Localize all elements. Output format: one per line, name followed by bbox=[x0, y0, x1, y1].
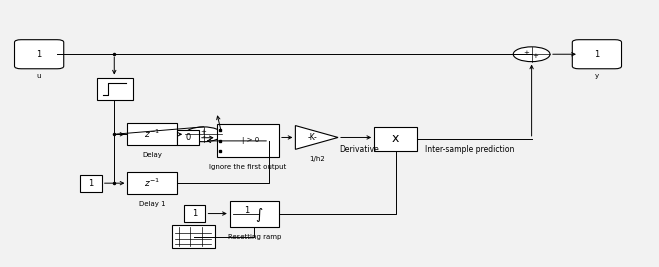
Text: 1: 1 bbox=[192, 209, 197, 218]
Text: +: + bbox=[200, 129, 206, 135]
FancyBboxPatch shape bbox=[217, 124, 279, 157]
Text: Delay 1: Delay 1 bbox=[138, 201, 165, 207]
FancyBboxPatch shape bbox=[230, 201, 279, 227]
Text: Ignore the first output: Ignore the first output bbox=[209, 164, 287, 170]
FancyBboxPatch shape bbox=[172, 225, 215, 248]
Text: $z^{-1}$: $z^{-1}$ bbox=[144, 177, 160, 189]
FancyBboxPatch shape bbox=[572, 40, 621, 69]
Text: 1/h2: 1/h2 bbox=[309, 156, 325, 162]
FancyBboxPatch shape bbox=[374, 127, 416, 151]
FancyBboxPatch shape bbox=[127, 123, 177, 146]
FancyBboxPatch shape bbox=[80, 175, 101, 193]
Text: -: - bbox=[202, 134, 205, 140]
Text: u: u bbox=[37, 73, 42, 79]
Text: y: y bbox=[595, 73, 599, 79]
FancyBboxPatch shape bbox=[96, 78, 132, 100]
Text: Derivative: Derivative bbox=[339, 145, 379, 154]
Text: Inter-sample prediction: Inter-sample prediction bbox=[424, 145, 514, 154]
Circle shape bbox=[185, 127, 222, 142]
Text: Delay: Delay bbox=[142, 152, 162, 158]
Circle shape bbox=[513, 47, 550, 62]
FancyBboxPatch shape bbox=[14, 40, 64, 69]
Text: 1: 1 bbox=[244, 206, 250, 215]
Text: 1: 1 bbox=[594, 50, 600, 59]
Text: x: x bbox=[391, 132, 399, 145]
Text: | > 0: | > 0 bbox=[243, 137, 260, 144]
Text: 1: 1 bbox=[88, 179, 94, 188]
Text: Resetting ramp: Resetting ramp bbox=[227, 234, 281, 240]
Text: +: + bbox=[523, 50, 529, 56]
Text: 0: 0 bbox=[185, 133, 190, 142]
Text: -K-: -K- bbox=[308, 133, 318, 142]
FancyBboxPatch shape bbox=[127, 172, 177, 194]
Text: 1: 1 bbox=[36, 50, 42, 59]
Text: +: + bbox=[532, 53, 538, 59]
Polygon shape bbox=[295, 125, 338, 149]
Text: $\int$: $\int$ bbox=[255, 206, 264, 224]
FancyBboxPatch shape bbox=[177, 130, 199, 146]
FancyBboxPatch shape bbox=[184, 205, 206, 222]
Text: $z^{-1}$: $z^{-1}$ bbox=[144, 128, 160, 140]
